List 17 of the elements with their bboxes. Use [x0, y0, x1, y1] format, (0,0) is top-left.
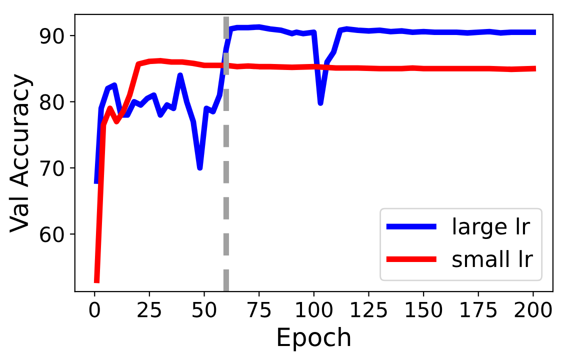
- y-tick-label: 90: [40, 28, 64, 44]
- x-tick-label: 150: [406, 302, 442, 318]
- legend-label: small lr: [452, 250, 533, 268]
- x-tick-label: 125: [351, 302, 387, 318]
- x-tick-label: 100: [296, 302, 332, 318]
- x-axis-title: Epoch: [278, 327, 350, 352]
- x-tick-label: 175: [460, 302, 496, 318]
- y-tick-label: 60: [40, 226, 64, 242]
- y-axis-title: Val Accuracy: [8, 74, 34, 233]
- legend-label: large lr: [453, 217, 530, 239]
- x-tick-label: 75: [248, 302, 271, 318]
- x-tick-label: 0: [89, 302, 100, 318]
- y-tick-label: 80: [40, 94, 64, 110]
- y-tick-label: 70: [40, 160, 64, 176]
- x-tick-label: 200: [514, 302, 552, 318]
- x-tick-label: 50: [192, 302, 216, 318]
- x-tick-label: 25: [138, 302, 161, 318]
